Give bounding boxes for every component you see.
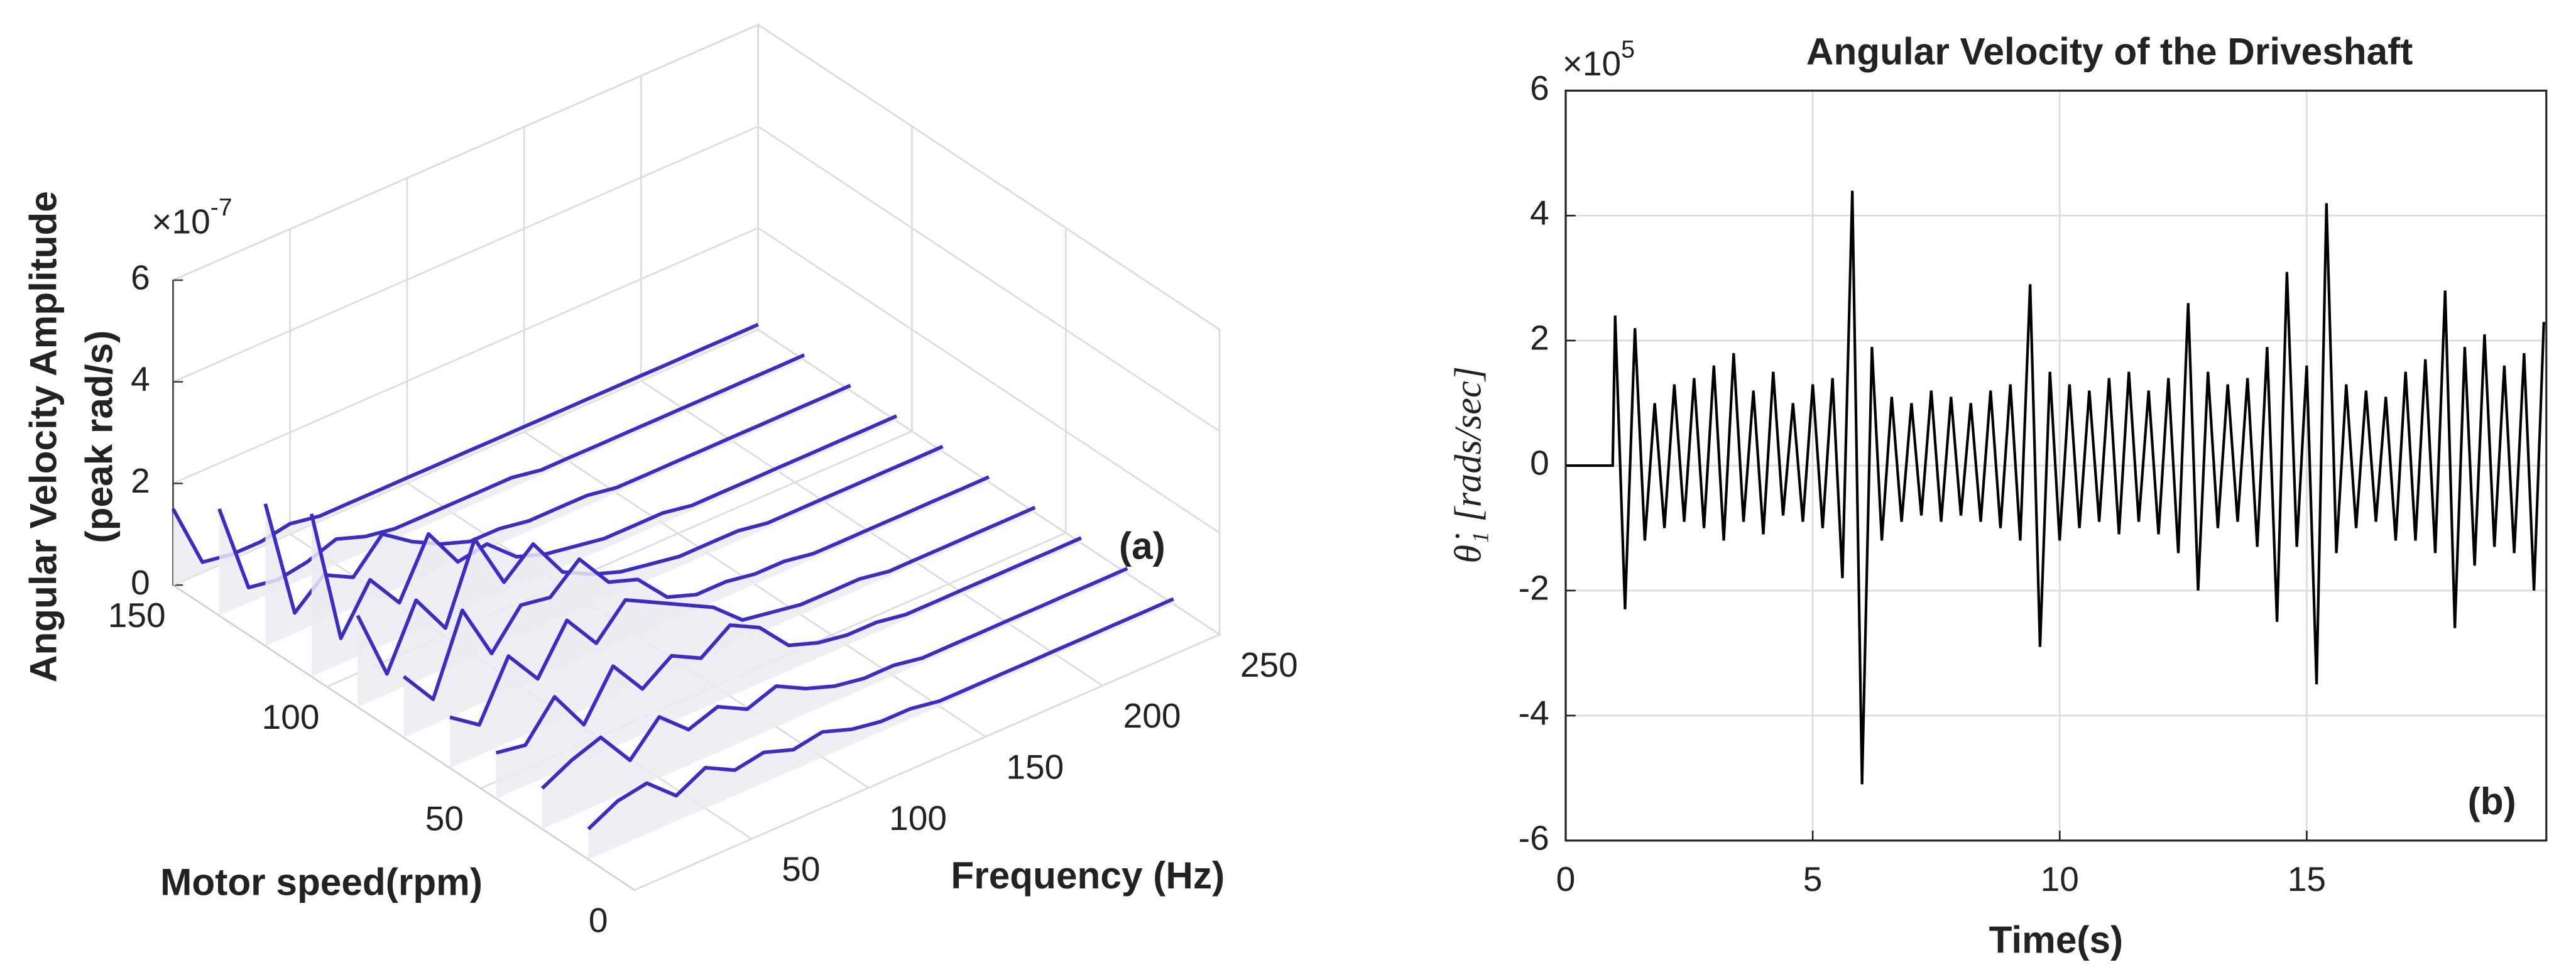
panel-label: (a)	[1119, 524, 1165, 567]
z-tick-label: 4	[131, 359, 150, 398]
series-line	[495, 536, 1082, 755]
x-tick-label: 10	[2041, 860, 2079, 898]
chart-title: Angular Velocity of the Driveshaft	[1806, 30, 2413, 73]
x-tick-label: 5	[1803, 860, 1823, 898]
z-axis-label: Angular Velocity Amplitude	[21, 191, 64, 682]
x-tick-label: 150	[1006, 748, 1064, 787]
y-tick-label: 0	[589, 901, 608, 940]
y-tick-label: 0	[1530, 444, 1549, 483]
series-line	[1565, 190, 2545, 785]
series-line	[309, 414, 898, 640]
x-axis-label: Time(s)	[1989, 918, 2123, 961]
series-line	[356, 444, 944, 676]
y-tick-label: -2	[1519, 569, 1549, 608]
x-tick-label: 200	[1123, 696, 1181, 735]
z-tick-label: 0	[131, 563, 150, 602]
y-tick-label: -4	[1519, 693, 1549, 732]
x-tick-label: 15	[2288, 860, 2326, 898]
axis-multiplier: ×105	[1563, 36, 1635, 83]
x-tick-label: 0	[1556, 860, 1576, 898]
plot-frame	[1564, 89, 2548, 842]
y-tick-label: 50	[425, 799, 464, 838]
series-line	[402, 475, 990, 701]
grid-line	[634, 329, 1221, 891]
y-tick-label: 150	[108, 596, 166, 635]
series-line	[541, 567, 1128, 790]
multiplier-exponent: -7	[210, 194, 232, 222]
x-tick-label: 250	[1240, 645, 1298, 684]
y-tick-label: 4	[1530, 194, 1549, 232]
x-tick-label: 50	[782, 849, 820, 888]
z-tick-label: 6	[131, 258, 150, 297]
y-tick-label: 100	[262, 697, 320, 736]
y-tick-label: -6	[1519, 818, 1549, 857]
x-axis-label: Frequency (Hz)	[951, 854, 1225, 897]
y-tick-label: 6	[1530, 68, 1549, 107]
series-line	[587, 597, 1174, 831]
axis-multiplier: ×10-7	[151, 194, 232, 241]
panel-label: (b)	[2468, 780, 2516, 822]
y-tick-label: 2	[1530, 319, 1549, 358]
y-axis-label: Motor speed(rpm)	[160, 861, 483, 903]
y-axis-label: θ̇₁ [rads/sec]	[1447, 366, 1489, 564]
multiplier-exponent: 5	[1621, 36, 1635, 63]
z-tick-label: 2	[131, 461, 150, 500]
z-axis-label: (peak rad/s)	[78, 330, 121, 543]
multiplier-base: ×10	[151, 202, 210, 241]
x-tick-label: 100	[889, 799, 947, 838]
multiplier-base: ×10	[1563, 43, 1621, 82]
series-line	[449, 506, 1036, 727]
series-line	[263, 383, 851, 615]
